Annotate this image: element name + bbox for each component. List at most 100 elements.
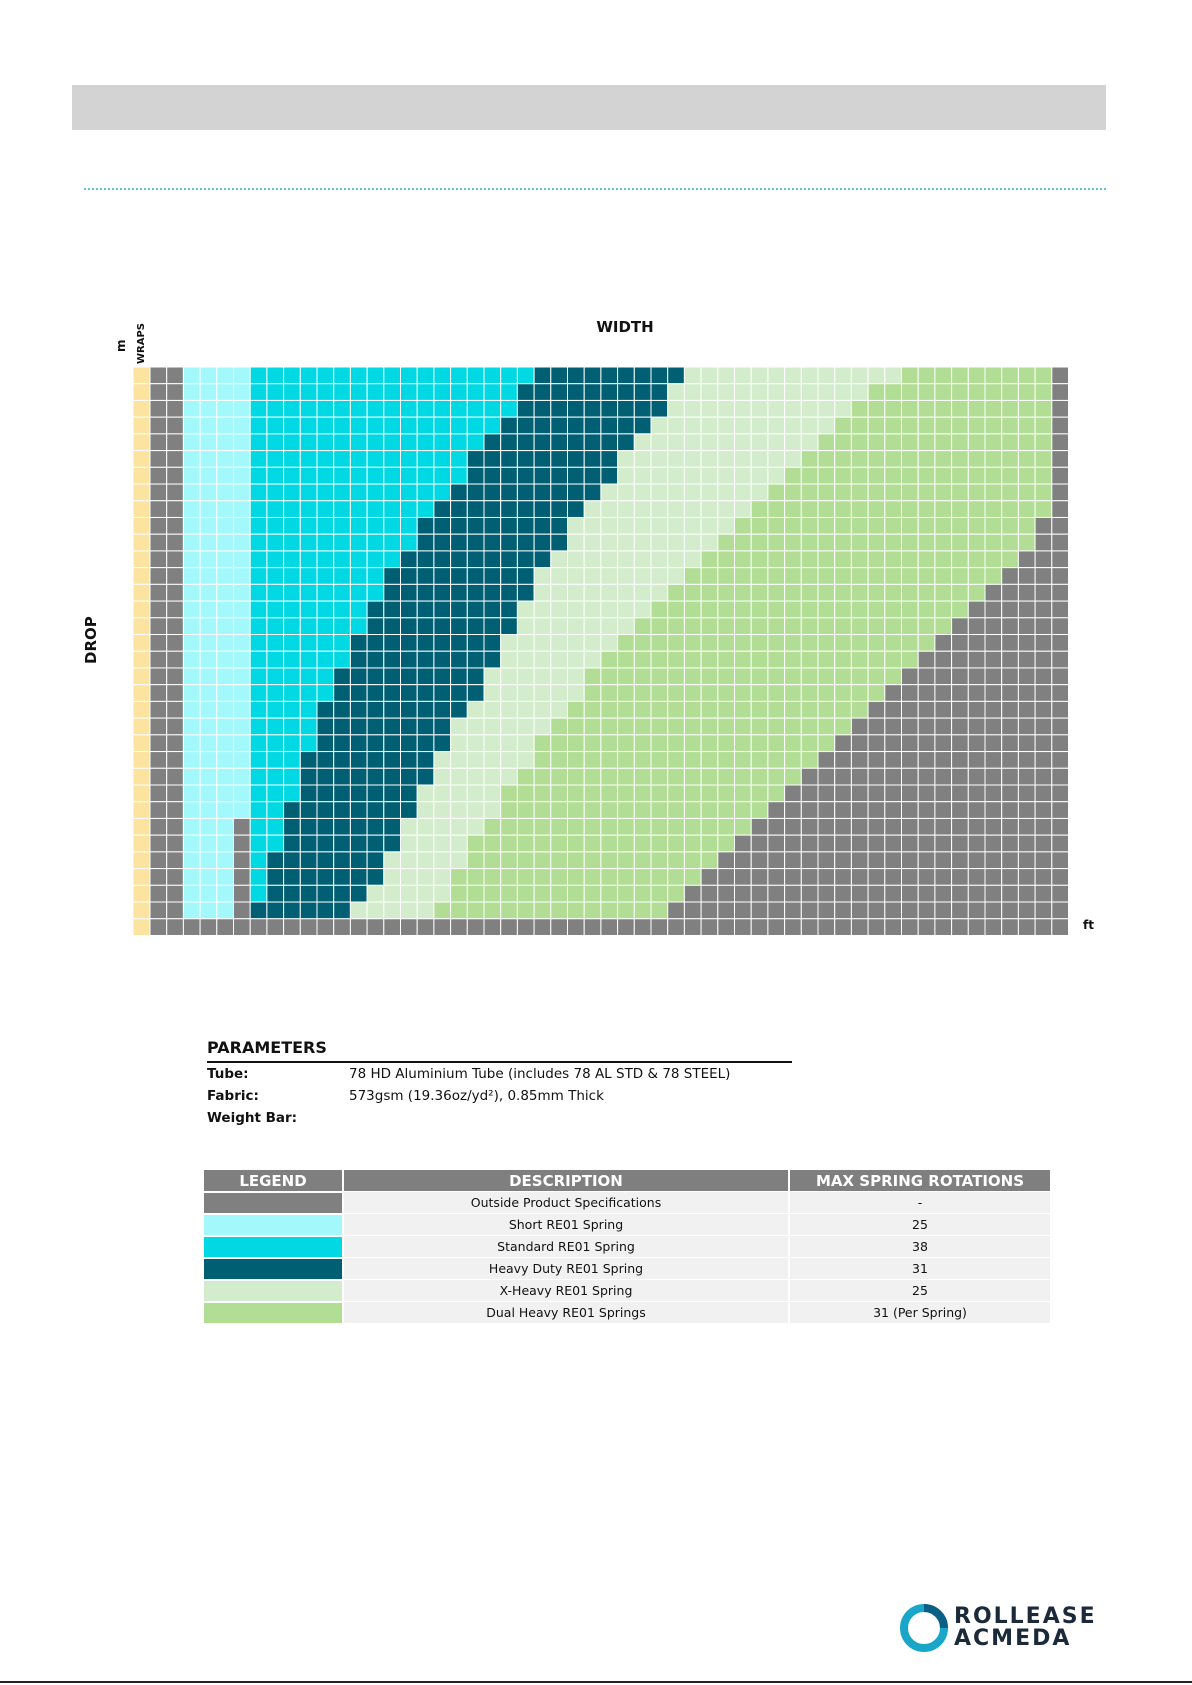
cell-outside-spec	[917, 901, 936, 920]
cell-standard-spring	[366, 416, 385, 435]
cell-x-heavy-spring	[516, 751, 535, 769]
cell-outside-spec	[867, 801, 886, 819]
cell-x-heavy-spring	[567, 516, 585, 535]
cell-dual-heavy-springs	[617, 884, 635, 903]
cell-x-heavy-spring	[850, 383, 869, 401]
cell-heavy-duty-spring	[366, 600, 385, 619]
cell-x-heavy-spring	[633, 500, 652, 518]
cell-x-heavy-spring	[683, 550, 702, 569]
cell-outside-spec	[149, 700, 168, 719]
cell-x-heavy-spring	[667, 533, 685, 552]
cell-outside-spec	[750, 901, 769, 920]
cell-heavy-duty-spring	[583, 383, 602, 401]
cell-standard-spring	[316, 550, 335, 569]
cell-outside-spec	[867, 767, 886, 786]
cell-standard-spring	[299, 450, 318, 468]
cell-standard-spring	[349, 433, 368, 452]
cell-dual-heavy-springs	[784, 533, 802, 552]
cell-dual-heavy-springs	[567, 868, 585, 886]
cell-heavy-duty-spring	[500, 600, 518, 619]
cell-outside-spec	[867, 817, 886, 836]
cell-dual-heavy-springs	[583, 884, 602, 903]
cell-heavy-duty-spring	[466, 500, 485, 518]
cell-outside-spec	[917, 734, 936, 753]
cell-standard-spring	[416, 416, 435, 435]
cell-x-heavy-spring	[734, 383, 752, 401]
cell-outside-spec	[1034, 801, 1053, 819]
cell-standard-spring	[383, 450, 401, 468]
cell-heavy-duty-spring	[349, 700, 368, 719]
cell-dual-heavy-springs	[884, 516, 902, 535]
cell-x-heavy-spring	[533, 600, 552, 619]
legend-header-row: LEGEND DESCRIPTION MAX SPRING ROTATIONS	[204, 1170, 1050, 1191]
cell-outside-spec	[884, 784, 902, 803]
cell-dual-heavy-springs	[700, 567, 719, 585]
cell-dual-heavy-springs	[567, 834, 585, 853]
cell-heavy-duty-spring	[450, 516, 468, 535]
cell-short-spring	[199, 650, 218, 669]
cell-standard-spring	[299, 383, 318, 401]
cell-outside-spec	[951, 717, 969, 736]
legend-rotations: 38	[790, 1235, 1050, 1257]
cell-short-spring	[199, 817, 218, 836]
cell-dual-heavy-springs	[767, 784, 786, 803]
cell-outside-spec	[1051, 734, 1070, 753]
cell-outside-spec	[934, 784, 953, 803]
cell-dual-heavy-springs	[934, 383, 953, 401]
cell-dual-heavy-springs	[901, 500, 919, 518]
cell-outside-spec	[166, 751, 184, 769]
cell-short-spring	[216, 550, 235, 569]
legend-row: X-Heavy RE01 Spring 25	[204, 1279, 1050, 1301]
cell-dual-heavy-springs	[817, 600, 836, 619]
cell-dual-heavy-springs	[934, 600, 953, 619]
cell-dual-heavy-springs	[901, 433, 919, 452]
cell-dual-heavy-springs	[583, 734, 602, 753]
cell-dual-heavy-springs	[717, 567, 735, 585]
cell-outside-spec	[767, 851, 786, 870]
section-divider	[84, 188, 1106, 190]
cell-dual-heavy-springs	[600, 751, 619, 769]
cell-outside-spec	[934, 717, 953, 736]
cell-dual-heavy-springs	[550, 834, 568, 853]
cell-dual-heavy-springs	[700, 667, 719, 686]
cell-outside-spec	[951, 901, 969, 920]
cell-dual-heavy-springs	[750, 567, 769, 585]
cell-dual-heavy-springs	[600, 650, 619, 669]
cell-heavy-duty-spring	[333, 884, 351, 903]
cell-standard-spring	[249, 801, 268, 819]
cell-x-heavy-spring	[567, 634, 585, 652]
cell-outside-spec	[1001, 684, 1019, 702]
cell-x-heavy-spring	[667, 483, 685, 502]
cell-dual-heavy-springs	[1001, 416, 1019, 435]
cell-dual-heavy-springs	[717, 600, 735, 619]
cell-dual-heavy-springs	[934, 399, 953, 418]
cell-heavy-duty-spring	[433, 717, 452, 736]
cell-heavy-duty-spring	[633, 416, 652, 435]
cell-dual-heavy-springs	[767, 634, 786, 652]
cell-dual-heavy-springs	[834, 717, 852, 736]
cell-short-spring	[199, 684, 218, 702]
cell-dual-heavy-springs	[717, 667, 735, 686]
cell-x-heavy-spring	[767, 466, 786, 485]
cell-x-heavy-spring	[483, 667, 502, 686]
cell-outside-spec	[901, 868, 919, 886]
cell-outside-spec	[1034, 600, 1053, 619]
cell-dual-heavy-springs	[750, 516, 769, 535]
cell-dual-heavy-springs	[867, 567, 886, 585]
cell-outside-spec	[149, 784, 168, 803]
cell-dual-heavy-springs	[934, 466, 953, 485]
cell-outside-spec	[717, 918, 735, 936]
cell-outside-spec	[917, 817, 936, 836]
cell-dual-heavy-springs	[800, 550, 819, 569]
cell-outside-spec	[917, 650, 936, 669]
cell-dual-heavy-springs	[934, 450, 953, 468]
cell-heavy-duty-spring	[383, 583, 401, 602]
cell-outside-spec	[850, 851, 869, 870]
cell-heavy-duty-spring	[416, 634, 435, 652]
cell-standard-spring	[316, 366, 335, 385]
cell-x-heavy-spring	[683, 383, 702, 401]
cell-dual-heavy-springs	[700, 834, 719, 853]
cell-dual-heavy-springs	[967, 583, 986, 602]
cell-outside-spec	[934, 868, 953, 886]
cell-dual-heavy-springs	[767, 717, 786, 736]
